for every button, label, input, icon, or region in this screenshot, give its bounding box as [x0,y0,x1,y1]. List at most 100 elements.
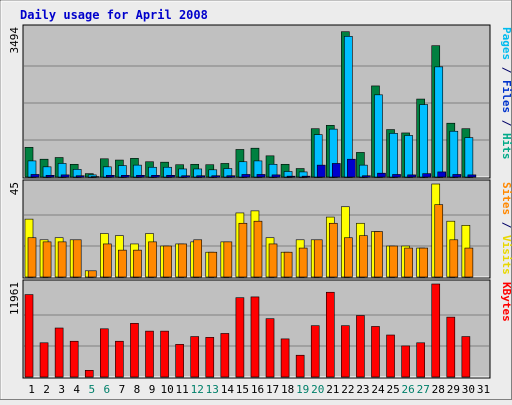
x-tick-label-6: 6 [104,383,111,396]
bar-pages-day-14 [227,176,235,177]
bar-pages-day-2 [46,175,54,177]
legend-part-2: Files [500,80,512,113]
bar-kbytes-day-5 [85,370,93,377]
bar-pages-day-25 [393,174,401,177]
x-tick-label-12: 12 [191,383,204,396]
bar-kbytes-day-26 [402,346,410,377]
bar-kbytes-day-25 [387,335,395,377]
bar-kbytes-day-4 [70,341,78,377]
bar-pages-day-18 [287,176,295,177]
bar-pages-day-13 [212,176,220,177]
x-tick-label-18: 18 [281,383,294,396]
bar-kbytes-day-19 [296,355,304,377]
bar-sites-day-2 [43,242,51,277]
bar-pages-day-28 [438,172,446,177]
bar-kbytes-day-23 [356,316,364,377]
bar-sites-day-14 [224,242,232,277]
x-tick-label-3: 3 [58,383,65,396]
x-tick-label-23: 23 [356,383,369,396]
bar-files-day-28 [435,67,443,177]
legend-part-4: Hits [500,133,512,160]
bar-kbytes-day-9 [146,331,154,377]
bar-pages-day-17 [272,175,280,177]
bar-sites-day-20 [314,240,322,277]
bar-pages-day-26 [408,175,416,177]
x-tick-label-17: 17 [266,383,279,396]
bar-pages-day-29 [453,174,461,177]
x-tick-label-21: 21 [326,383,339,396]
bar-kbytes-day-27 [417,343,425,377]
bar-sites-day-1 [28,238,36,277]
bar-kbytes-day-13 [206,337,214,377]
bar-kbytes-day-20 [311,326,319,377]
panel-1: 3494 Pages / Files / Hits [8,25,512,178]
bar-kbytes-day-24 [371,326,379,377]
x-tick-label-30: 30 [462,383,475,396]
legend-part-0: Sites [500,182,512,215]
bar-files-day-22 [344,36,352,177]
x-tick-label-25: 25 [386,383,399,396]
x-tick-label-2: 2 [43,383,50,396]
bar-kbytes-day-2 [40,343,48,377]
bar-files-day-26 [405,135,413,177]
bar-sites-day-3 [58,242,66,277]
panel-3: 11961 KBytes [8,280,512,378]
bar-pages-day-10 [167,175,175,177]
bar-sites-day-11 [179,244,187,277]
x-tick-label-29: 29 [447,383,460,396]
x-tick-label-24: 24 [371,383,385,396]
bar-sites-day-16 [254,221,262,277]
bar-kbytes-day-8 [130,323,138,377]
panel-2: 45 Sites / Visits [8,180,512,278]
x-tick-label-15: 15 [236,383,249,396]
legend-part-3: / [500,113,512,133]
bar-pages-day-20 [317,165,325,177]
x-tick-label-13: 13 [206,383,219,396]
x-tick-label-20: 20 [311,383,324,396]
bar-sites-day-8 [133,250,141,277]
bar-files-day-24 [374,95,382,177]
bar-pages-day-8 [136,175,144,177]
x-tick-label-4: 4 [73,383,80,396]
series-legend-label: Pages / Files / Hits [500,27,512,160]
y-max-label: 11961 [8,282,21,315]
legend-part-0: KBytes [500,282,512,322]
bar-kbytes-day-30 [462,337,470,377]
x-tick-label-27: 27 [417,383,430,396]
bar-sites-day-25 [390,246,398,277]
y-max-label: 45 [8,182,21,195]
bar-sites-day-22 [344,238,352,277]
chart-title: Daily usage for April 2008 [20,8,208,22]
bar-kbytes-day-14 [221,333,229,377]
bar-sites-day-28 [435,205,443,277]
bar-kbytes-day-1 [25,295,33,377]
bar-pages-day-9 [152,175,160,177]
bar-pages-day-11 [182,176,190,177]
x-tick-label-8: 8 [134,383,141,396]
bar-sites-day-9 [149,242,157,277]
bar-pages-day-15 [242,174,250,177]
bar-sites-day-6 [103,244,111,277]
y-max-label: 3494 [8,27,21,54]
x-tick-label-19: 19 [296,383,309,396]
bar-kbytes-day-6 [100,329,108,377]
bar-kbytes-day-29 [447,317,455,377]
bar-pages-day-7 [121,175,129,177]
bar-files-day-23 [359,165,367,177]
series-legend-label: Sites / Visits [500,182,512,275]
bar-sites-day-10 [164,246,172,277]
chart-panels: 3494 Pages / Files / Hits 45 Sites / Visits… [8,25,512,378]
x-tick-label-14: 14 [221,383,235,396]
x-tick-label-1: 1 [28,383,35,396]
x-tick-label-26: 26 [402,383,415,396]
bar-files-day-27 [420,105,428,177]
bar-kbytes-day-7 [115,341,123,377]
bar-kbytes-day-10 [161,331,169,377]
bar-sites-day-27 [420,248,428,277]
bar-sites-day-12 [194,240,202,277]
x-tick-label-28: 28 [432,383,445,396]
bar-sites-day-18 [284,252,292,277]
bar-kbytes-day-21 [326,292,334,377]
bar-kbytes-day-28 [432,284,440,377]
